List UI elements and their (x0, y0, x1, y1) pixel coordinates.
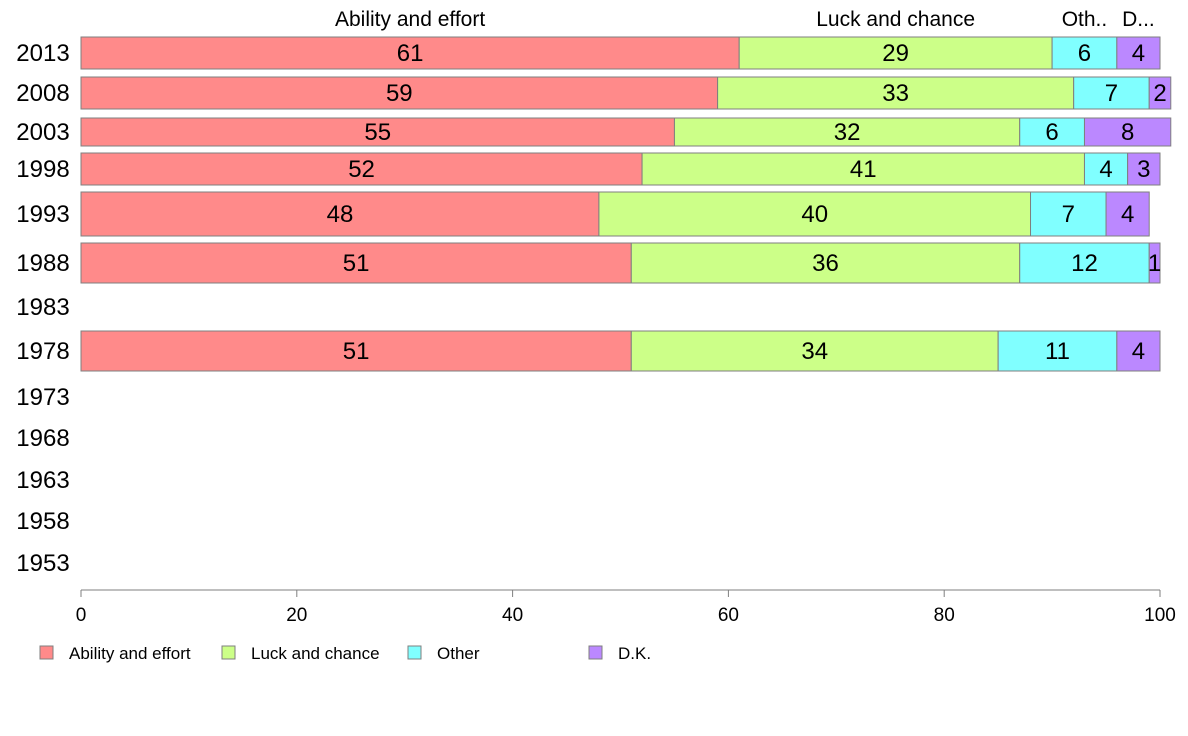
data-label: 3 (1137, 156, 1150, 183)
bar-segment (1083, 117, 1172, 147)
bar-segment (1073, 76, 1150, 110)
data-label: 41 (850, 156, 877, 183)
bar-segment (80, 76, 719, 110)
data-label: 33 (882, 80, 909, 107)
data-label: 12 (1071, 250, 1098, 277)
data-label: 61 (397, 40, 424, 67)
data-label: 59 (386, 80, 413, 107)
bar-segment (1116, 330, 1161, 372)
data-label: 4 (1099, 156, 1112, 183)
legend-swatch (221, 645, 236, 660)
data-label: 8 (1121, 119, 1134, 146)
legend: Ability and effort Luck and chance Other D.… (39, 644, 651, 663)
x-tick-label: 0 (76, 605, 87, 626)
x-tick-label: 60 (718, 605, 739, 626)
data-label: 4 (1121, 201, 1134, 228)
x-tick-label: 20 (286, 605, 307, 626)
bar-segment (717, 76, 1075, 110)
x-tick-label: 80 (934, 605, 955, 626)
y-tick-label: 1973 (16, 384, 69, 411)
data-label: 4 (1132, 338, 1145, 365)
bar-segment (80, 152, 643, 186)
bar-segment (1105, 191, 1150, 237)
bar-segment (80, 117, 675, 147)
top-series-labels: Ability and effort Luck and chance Oth.. D.… (335, 8, 1155, 31)
legend-swatch (588, 645, 603, 660)
y-tick-label: 1993 (16, 201, 69, 228)
bar-segment (80, 191, 600, 237)
bar-segment (1083, 152, 1129, 186)
y-tick-label: 2008 (16, 80, 69, 107)
series-top-label: Oth.. (1062, 8, 1108, 31)
bar-segment (1030, 191, 1107, 237)
y-tick-label: 1988 (16, 250, 69, 277)
bar-segment (1019, 117, 1085, 147)
x-axis: 0 20 40 60 80 100 (76, 589, 1176, 626)
x-tick-label: 40 (502, 605, 523, 626)
data-label: 1 (1148, 250, 1161, 277)
data-label: 6 (1045, 119, 1058, 146)
y-tick-label: 2013 (16, 40, 69, 67)
data-label: 51 (343, 250, 370, 277)
bar-segment (1051, 36, 1118, 70)
bar-segment (1148, 76, 1172, 110)
data-label: 52 (348, 156, 375, 183)
bar-segment (598, 191, 1032, 237)
data-label: 11 (1045, 338, 1070, 365)
data-label: 40 (801, 201, 828, 228)
data-label: 36 (812, 250, 839, 277)
y-tick-label: 1978 (16, 338, 69, 365)
bar-segment (80, 242, 632, 284)
bar-segment (1148, 242, 1161, 284)
y-tick-label: 1983 (16, 294, 69, 321)
plot-area: 61 29 6 459 33 7 255 32 6 852 41 4 348 40 7 451 36 12 151 3… (80, 36, 1172, 372)
bar-segment (738, 36, 1053, 70)
legend-label: Luck and chance (251, 644, 380, 663)
y-axis-labels: 2013 2008 2003 1998 1993 1988 1983 1978 1973 1968… (16, 40, 69, 577)
legend-label: Ability and effort (69, 644, 191, 663)
series-top-label: Luck and chance (816, 8, 975, 31)
y-tick-label: 1963 (16, 467, 69, 494)
bar-segment (1127, 152, 1161, 186)
y-tick-label: 1968 (16, 425, 69, 452)
legend-swatch (39, 645, 54, 660)
bar-segment (673, 117, 1021, 147)
data-label: 7 (1105, 80, 1118, 107)
bar-segment (80, 36, 740, 70)
legend-swatch (407, 645, 422, 660)
data-label: 55 (364, 119, 391, 146)
bar-segment (1019, 242, 1150, 284)
data-label: 2 (1153, 80, 1166, 107)
series-top-label: Ability and effort (335, 8, 485, 31)
data-label: 32 (834, 119, 861, 146)
data-label: 51 (343, 338, 370, 365)
bar-segment (997, 330, 1118, 372)
data-label: 6 (1078, 40, 1091, 67)
y-tick-label: 2003 (16, 119, 69, 146)
x-tick-label: 100 (1144, 605, 1176, 626)
y-tick-label: 1998 (16, 156, 69, 183)
series-top-label: D... (1122, 8, 1155, 31)
bar-segment (641, 152, 1085, 186)
bar-segment (630, 242, 1021, 284)
bar-segment (630, 330, 999, 372)
y-tick-label: 1958 (16, 508, 69, 535)
y-tick-label: 1953 (16, 550, 69, 577)
legend-label: D.K. (618, 644, 651, 663)
data-label: 34 (801, 338, 828, 365)
data-label: 48 (327, 201, 354, 228)
data-label: 7 (1062, 201, 1075, 228)
legend-label: Other (437, 644, 480, 663)
data-label: 4 (1132, 40, 1145, 67)
data-label: 29 (882, 40, 909, 67)
bar-segment (1116, 36, 1161, 70)
bar-segment (80, 330, 632, 372)
